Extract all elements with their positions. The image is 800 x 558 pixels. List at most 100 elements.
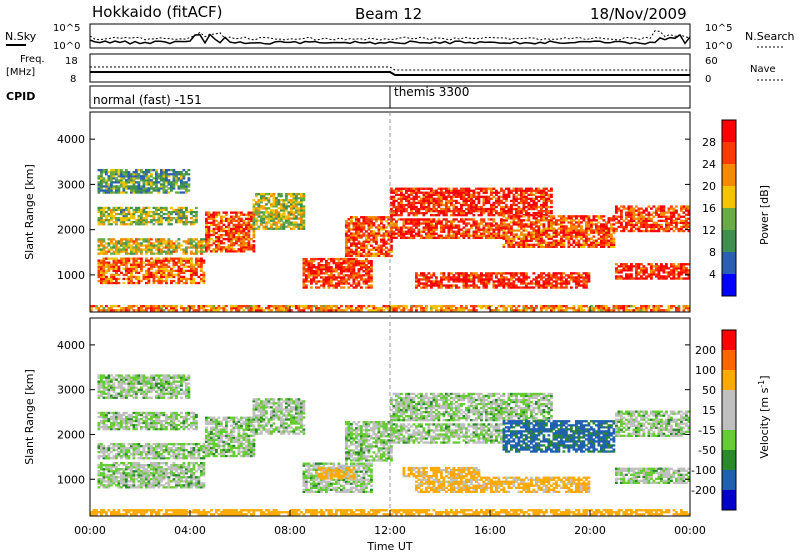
heatmap-cell (533, 200, 536, 202)
heatmap-cell (495, 276, 498, 278)
heatmap-cell (480, 229, 483, 231)
heatmap-cell (340, 286, 343, 288)
heatmap-cell (565, 219, 568, 221)
heatmap-cell (153, 189, 156, 191)
heatmap-cell (533, 227, 536, 229)
heatmap-cell (415, 212, 418, 214)
heatmap-cell (535, 236, 538, 238)
heatmap-cell (128, 209, 131, 211)
heatmap-cell (350, 245, 353, 247)
heatmap-cell (168, 219, 171, 221)
heatmap-cell (618, 265, 621, 267)
heatmap-cell (550, 284, 553, 286)
heatmap-cell (455, 196, 458, 198)
heatmap-cell (478, 200, 481, 202)
heatmap-cell (255, 217, 258, 219)
heatmap-cell (193, 253, 196, 255)
heatmap-cell (108, 185, 111, 187)
heatmap-cell (418, 208, 421, 210)
heatmap-cell (505, 234, 508, 236)
heatmap-cell (518, 244, 521, 246)
heatmap-cell (538, 242, 541, 244)
heatmap-cell (460, 214, 463, 216)
heatmap-cell (510, 276, 513, 278)
heatmap-cell (465, 222, 468, 224)
heatmap-cell (665, 265, 668, 267)
heatmap-cell (460, 210, 463, 212)
heatmap-cell (520, 208, 523, 210)
heatmap-cell (525, 242, 528, 244)
heatmap-cell (635, 265, 638, 267)
heatmap-cell (410, 202, 413, 204)
heatmap-cell (215, 228, 218, 230)
heatmap-cell (145, 177, 148, 179)
heatmap-cell (578, 246, 581, 248)
heatmap-cell (443, 214, 446, 216)
heatmap-cell (463, 196, 466, 198)
heatmap-cell (650, 269, 653, 271)
heatmap-cell (268, 220, 271, 222)
heatmap-cell (330, 266, 333, 268)
heatmap-cell (278, 195, 281, 197)
heatmap-cell (455, 286, 458, 288)
heatmap-cell (240, 220, 243, 222)
heatmap-cell (368, 228, 371, 230)
heatmap-cell (515, 278, 518, 280)
heatmap-cell (463, 278, 466, 280)
heatmap-cell (233, 234, 236, 236)
heatmap-cell (615, 267, 618, 269)
heatmap-cell (510, 208, 513, 210)
heatmap-cell (100, 221, 103, 223)
heatmap-cell (385, 226, 388, 228)
heatmap-cell (410, 231, 413, 233)
heatmap-cell (160, 219, 163, 221)
heatmap-cell (448, 190, 451, 192)
heatmap-cell (308, 262, 311, 264)
heatmap-cell (593, 240, 596, 242)
heatmap-cell (340, 272, 343, 274)
heatmap-cell (343, 278, 346, 280)
heatmap-cell (138, 258, 141, 260)
heatmap-cell (505, 236, 508, 238)
heatmap-cell (528, 202, 531, 204)
heatmap-cell (428, 235, 431, 237)
heatmap-cell (473, 276, 476, 278)
heatmap-cell (165, 173, 168, 175)
heatmap-cell (158, 272, 161, 274)
heatmap-cell (628, 214, 631, 216)
heatmap-cell (485, 286, 488, 288)
heatmap-cell (673, 226, 676, 228)
heatmap-cell (368, 216, 371, 218)
heatmap-cell (660, 277, 663, 279)
heatmap-cell (113, 211, 116, 213)
heatmap-cell (123, 258, 126, 260)
heatmap-cell (98, 244, 101, 246)
heatmap-cell (220, 222, 223, 224)
heatmap-cell (303, 266, 306, 268)
heatmap-cell (595, 246, 598, 248)
heatmap-cell (125, 185, 128, 187)
heatmap-cell (583, 219, 586, 221)
heatmap-cell (145, 248, 148, 250)
heatmap-cell (625, 269, 628, 271)
heatmap-cell (208, 218, 211, 220)
heatmap-cell (555, 242, 558, 244)
heatmap-cell (468, 233, 471, 235)
heatmap-cell (430, 218, 433, 220)
heatmap-cell (525, 212, 528, 214)
heatmap-cell (373, 247, 376, 249)
heatmap-cell (350, 228, 353, 230)
heatmap-cell (208, 216, 211, 218)
heatmap-cell (285, 207, 288, 209)
heatmap-cell (365, 274, 368, 276)
heatmap-cell (160, 179, 163, 181)
heatmap-cell (590, 238, 593, 240)
heatmap-cell (593, 223, 596, 225)
heatmap-cell (335, 262, 338, 264)
heatmap-cell (440, 229, 443, 231)
heatmap-cell (298, 201, 301, 203)
heatmap-cell (553, 274, 556, 276)
heatmap-cell (660, 205, 663, 207)
heatmap-cell (413, 222, 416, 224)
heatmap-cell (448, 284, 451, 286)
